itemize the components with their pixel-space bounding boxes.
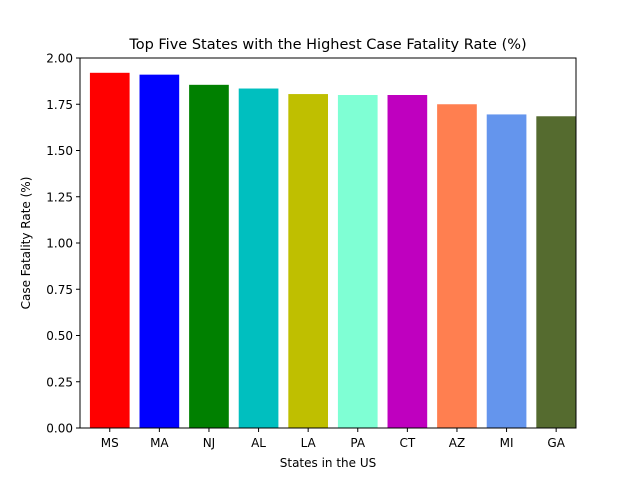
plot-frame — [79, 57, 577, 429]
y-tick-label: 1.50 — [46, 144, 73, 158]
x-axis-label: States in the US — [280, 456, 377, 470]
y-axis-label: Case Fatality Rate (%) — [19, 177, 33, 310]
x-tick-label: LA — [301, 436, 317, 450]
bar-pa — [337, 95, 378, 428]
bar-la — [288, 94, 328, 428]
x-tick-label: GA — [547, 436, 565, 450]
y-tick-label: 0.25 — [46, 375, 73, 389]
x-tick-label: PA — [350, 436, 365, 450]
y-tick-label: 0.75 — [46, 283, 73, 297]
x-tick-label: MI — [500, 436, 514, 450]
y-tick-label: 2.00 — [46, 52, 73, 66]
x-tick-label: AL — [251, 436, 266, 450]
bar-ms — [89, 72, 130, 429]
bar-ma — [139, 74, 180, 429]
bar-ga — [536, 116, 576, 429]
x-tick-label: MA — [150, 436, 169, 450]
bars-group — [89, 72, 576, 429]
bar-al — [238, 88, 279, 428]
y-axis-ticks: 0.00 0.25 0.50 0.75 1.00 1.25 1.50 1.75 2.00 — [46, 52, 80, 436]
y-tick-label: 0.50 — [46, 329, 73, 343]
y-tick-label: 1.00 — [46, 237, 73, 251]
x-tick-label: CT — [400, 436, 416, 450]
bar-az — [437, 104, 477, 428]
x-tick-label: MS — [101, 436, 119, 450]
x-tick-label: AZ — [449, 436, 465, 450]
y-tick-label: 1.25 — [46, 190, 73, 204]
x-tick-label: NJ — [203, 436, 216, 450]
x-axis-ticks: MS MA NJ AL LA PA CT AZ MI GA — [101, 428, 566, 450]
bar-mi — [486, 114, 527, 429]
y-tick-label: 1.75 — [46, 98, 73, 112]
chart-title: Top Five States with the Highest Case Fa… — [128, 37, 526, 53]
y-tick-label: 0.00 — [46, 422, 73, 436]
bar-nj — [189, 84, 229, 428]
bar-ct — [387, 95, 428, 428]
